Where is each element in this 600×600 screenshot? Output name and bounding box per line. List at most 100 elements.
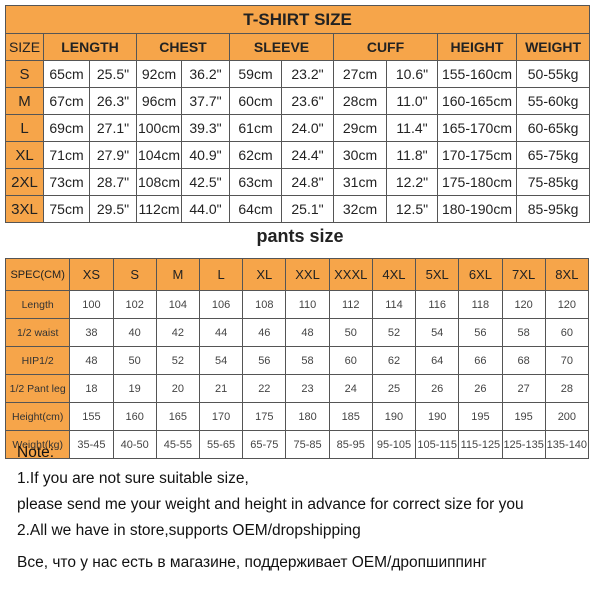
column-header: CHEST [136,33,230,61]
table-cell: 200 [544,402,590,431]
column-header: CUFF [333,33,438,61]
table-cell: 56 [458,318,503,347]
size-label: 3XL [5,195,44,223]
table-cell: 62cm [229,141,282,169]
table-cell: 12.5" [386,195,438,223]
table-cell: 22 [242,374,287,403]
size-label: XL [5,141,44,169]
table-cell: 40.9" [181,141,230,169]
table-cell: 106 [198,290,244,319]
table-cell: 112 [328,290,373,319]
table-cell: 120 [544,290,590,319]
column-header: 4XL [371,258,417,291]
table-row: 3XL 75cm 29.5" 112cm 44.0" 64cm 25.1" 32cm 12.5"… [5,195,591,223]
column-header: 5XL [415,258,460,291]
table-cell: 31cm [333,168,387,196]
table-cell: 37.7" [181,87,230,115]
note-line: please send me your weight and height in… [17,496,524,513]
table-cell: 45-55 [155,430,200,459]
table-cell: 95-105 [371,430,417,459]
table-cell: 20 [155,374,200,403]
column-header: 7XL [501,258,546,291]
column-header: XXL [285,258,330,291]
table-cell: 100 [69,290,114,319]
table-cell: 66 [458,346,503,375]
table-cell: 44.0" [181,195,230,223]
row-label: Height(cm) [4,402,71,431]
table-cell: 25 [371,374,417,403]
table-row: 2XL 73cm 28.7" 108cm 42.5" 63cm 24.8" 31cm 12.2"… [5,168,591,196]
table-cell: 64 [415,346,460,375]
table-cell: 112cm [136,195,182,223]
table-cell: 62 [371,346,417,375]
table-row: Length 100 102 104 106 108 110 112 114 116 118 120 1… [4,290,590,319]
table-cell: 30cm [333,141,387,169]
table-cell: 104 [155,290,200,319]
table-row: 1/2 waist 38 40 42 44 46 48 50 52 54 56 58 60 [4,318,590,347]
table-cell: 52 [371,318,417,347]
table-cell: 48 [69,346,114,375]
table-cell: 135-140 [544,430,590,459]
table-cell: 28cm [333,87,387,115]
table-cell: 50 [328,318,373,347]
table-cell: 59cm [229,60,282,88]
table-cell: 96cm [136,87,182,115]
table-cell: 21 [198,374,244,403]
table-cell: 60 [328,346,373,375]
table-cell: 24.0" [281,114,334,142]
table-cell: 75-85 [285,430,330,459]
table-cell: 102 [112,290,157,319]
table-cell: 27 [501,374,546,403]
table-cell: 35-45 [69,430,114,459]
row-label: HIP1/2 [4,346,71,375]
table-cell: 116 [415,290,460,319]
table-cell: 58 [501,318,546,347]
table-cell: 11.8" [386,141,438,169]
table-row: S 65cm 25.5" 92cm 36.2" 59cm 23.2" 27cm 10.6" 155… [5,60,591,88]
table-cell: 67cm [43,87,90,115]
table-cell: 24.4" [281,141,334,169]
table-cell: 38 [69,318,114,347]
table-cell: 36.2" [181,60,230,88]
table-cell: 29.5" [89,195,137,223]
table-cell: 118 [458,290,503,319]
table-cell: 64cm [229,195,282,223]
table-cell: 60 [544,318,590,347]
table-row: XL 71cm 27.9" 104cm 40.9" 62cm 24.4" 30cm 11.8" 1… [5,141,591,169]
table-cell: 75-85kg [515,168,591,196]
table-cell: 42.5" [181,168,230,196]
table-cell: 70 [544,346,590,375]
table-cell: 50 [112,346,157,375]
table-cell: 85-95 [328,430,373,459]
table-cell: 73cm [43,168,90,196]
size-label: 2XL [5,168,44,196]
table-cell: 195 [501,402,546,431]
table-cell: 39.3" [181,114,230,142]
table-cell: 10.6" [386,60,438,88]
tshirt-size-table: T-SHIRT SIZE SIZE LENGTH CHEST SLEEVE CUFF HE… [4,5,591,223]
row-label: Weight(kg) [4,430,71,459]
size-label: S [5,60,44,88]
size-label: L [5,114,44,142]
table-cell: 52 [155,346,200,375]
table-cell: 60-65kg [515,114,591,142]
table-cell: 54 [198,346,244,375]
table-cell: 27.1" [89,114,137,142]
size-label: M [5,87,44,115]
table-row: M 67cm 26.3" 96cm 37.7" 60cm 23.6" 28cm 11.0" 160… [5,87,591,115]
table-cell: 11.0" [386,87,438,115]
table-cell: 105-115 [415,430,460,459]
table-cell: 180 [285,402,330,431]
table-cell: 28.7" [89,168,137,196]
table-cell: 26 [415,374,460,403]
table-cell: 61cm [229,114,282,142]
table-cell: 68 [501,346,546,375]
table-cell: 120 [501,290,546,319]
table-row: Height(cm) 155 160 165 170 175 180 185 190 190 195… [4,402,590,431]
note-russian: Все, что у нас есть в магазине, поддержи… [17,554,487,571]
table-cell: 110 [285,290,330,319]
table-cell: 23.6" [281,87,334,115]
table-cell: 155 [69,402,114,431]
table-cell: 19 [112,374,157,403]
table-cell: 32cm [333,195,387,223]
